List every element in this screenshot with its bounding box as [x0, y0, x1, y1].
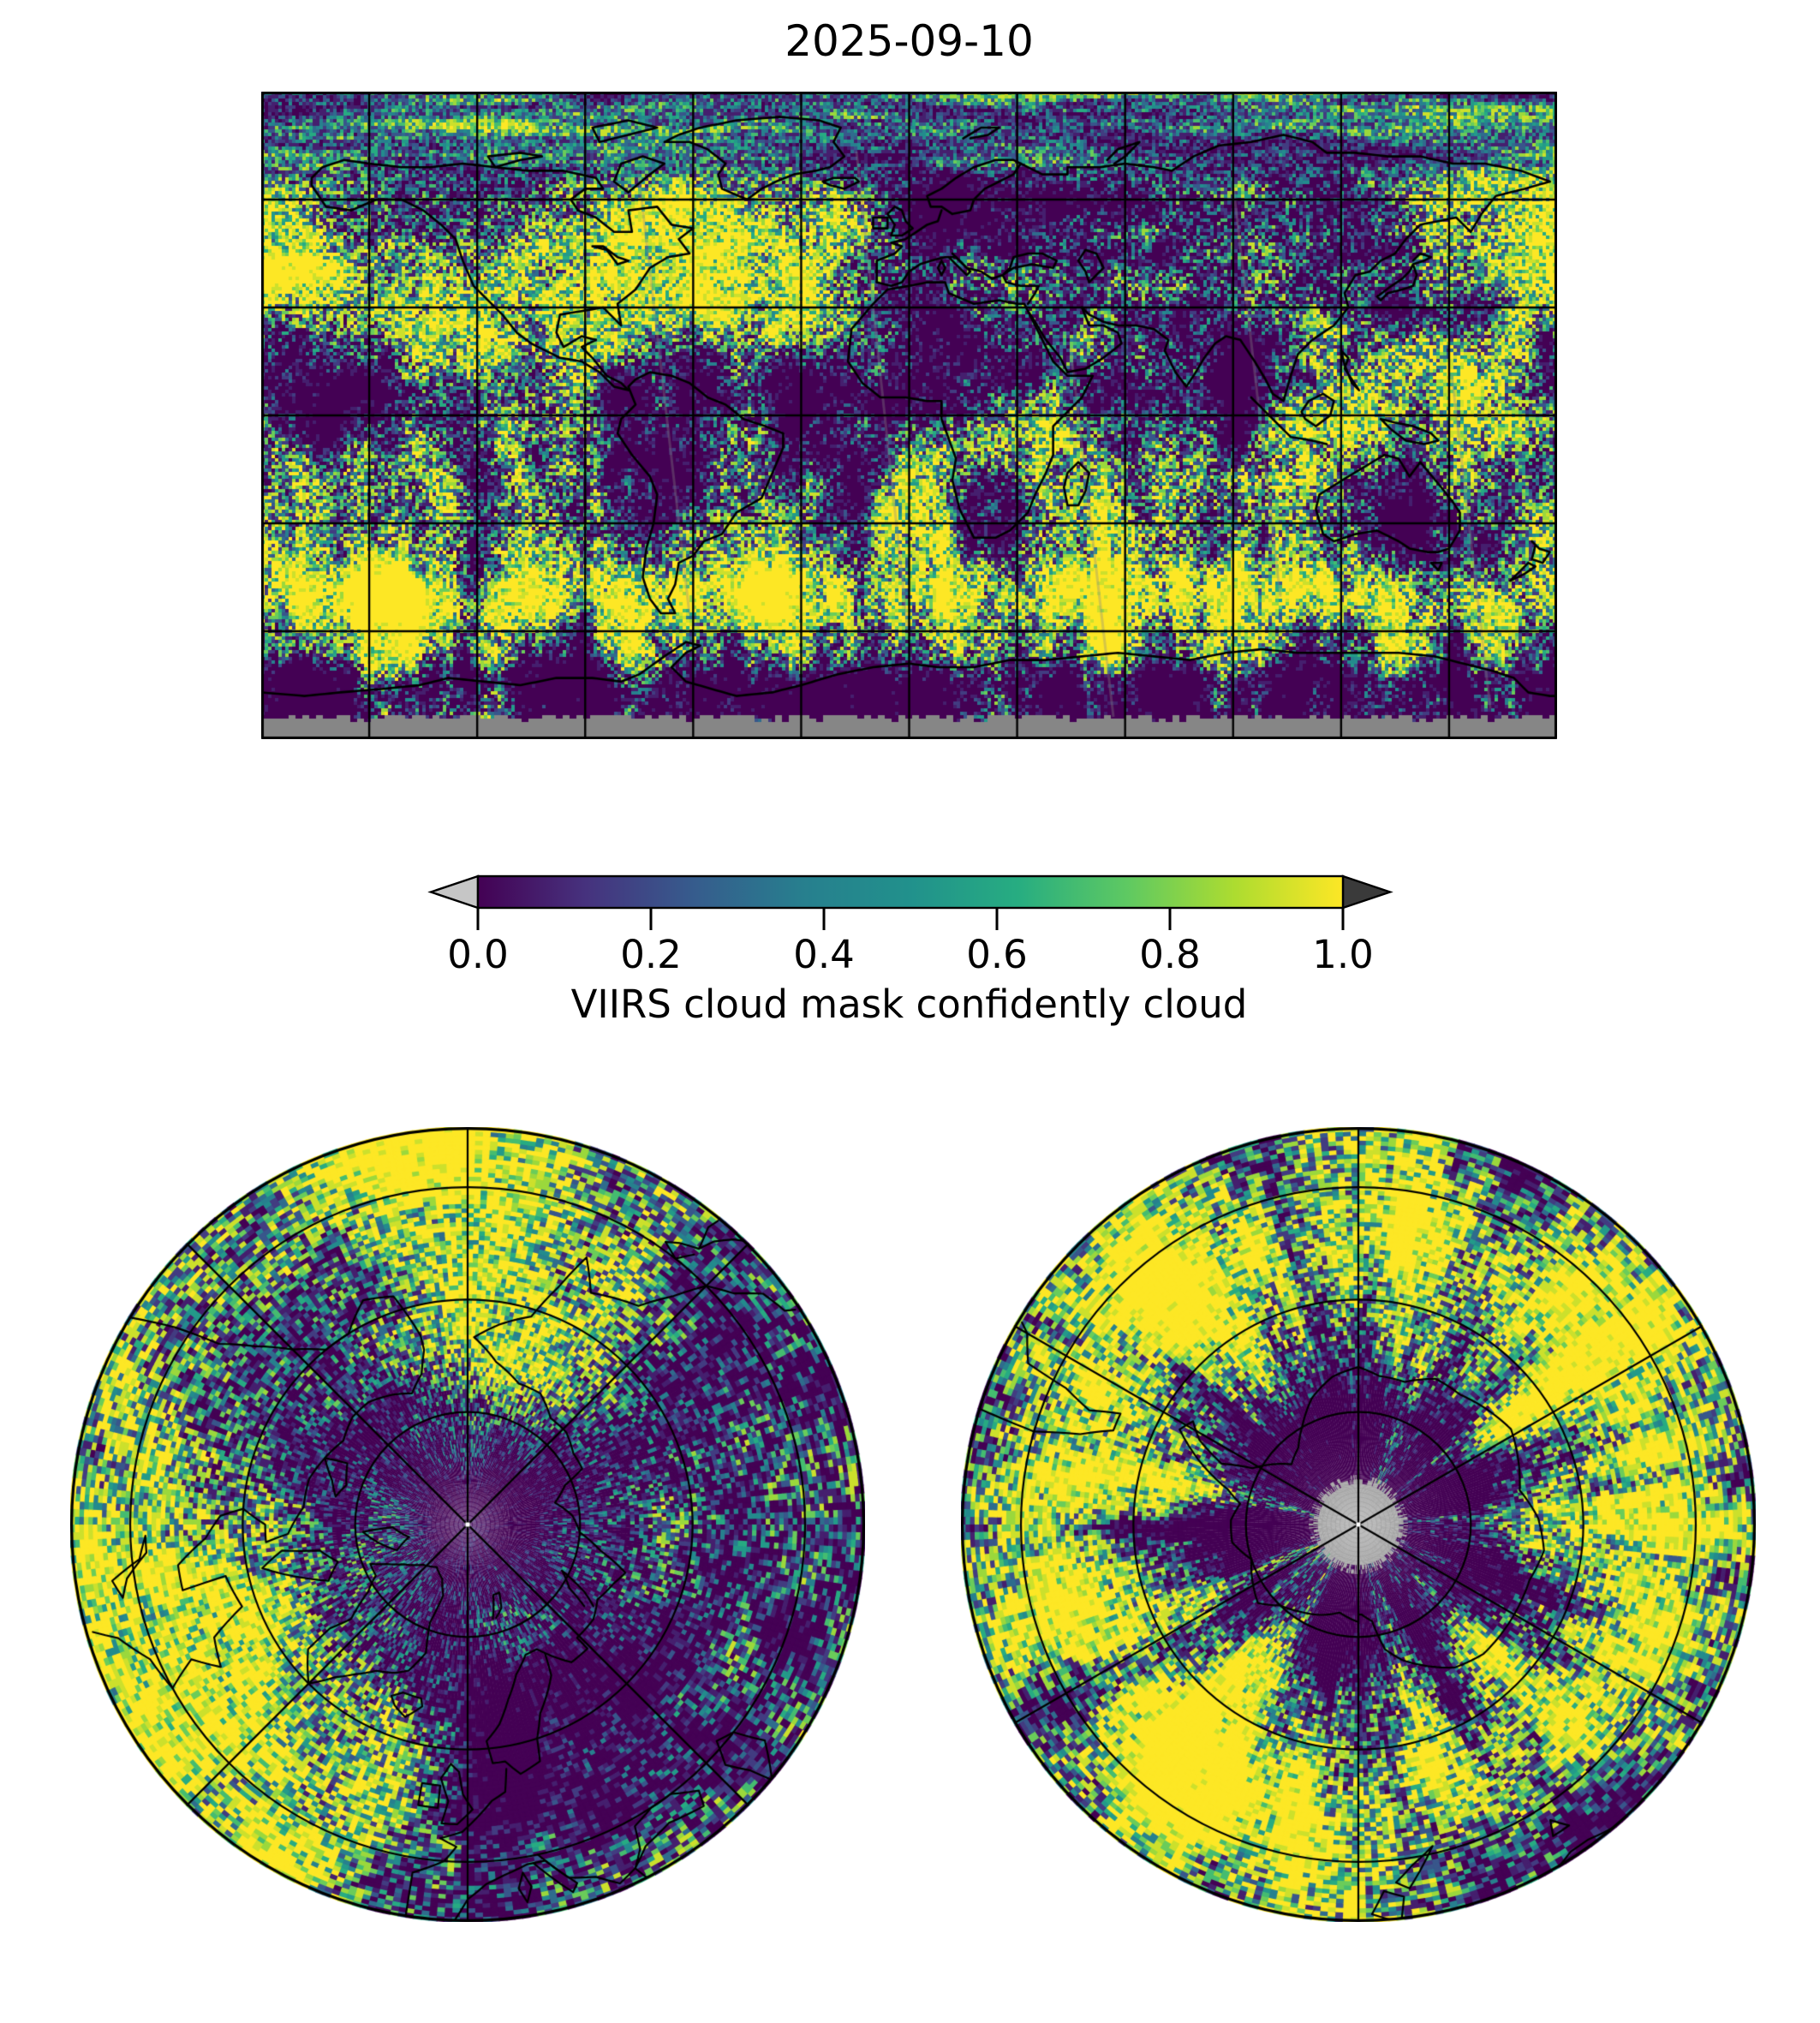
- colorbar-tick-label: 0.0: [447, 932, 509, 977]
- south-polar-panel: [961, 1127, 1756, 1922]
- north-polar-panel: [70, 1127, 865, 1922]
- colorbar-over-arrow: [1341, 874, 1393, 910]
- figure-title: 2025-09-10: [785, 16, 1034, 66]
- world-map-panel: [261, 92, 1557, 739]
- colorbar-tick-label: 1.0: [1312, 932, 1374, 977]
- colorbar-gradient: [476, 874, 1345, 910]
- colorbar-tick-label: 0.4: [793, 932, 855, 977]
- colorbar-label: VIIRS cloud mask confidently cloud: [570, 982, 1248, 1027]
- colorbar-under-arrow: [427, 874, 480, 910]
- colorbar-tick-label: 0.2: [620, 932, 682, 977]
- colorbar-tick-labels: 0.0 0.2 0.4 0.6 0.8 1.0: [420, 932, 1405, 983]
- colorbar: [427, 874, 1393, 930]
- colorbar-tick-label: 0.8: [1139, 932, 1201, 977]
- colorbar-tick-label: 0.6: [966, 932, 1028, 977]
